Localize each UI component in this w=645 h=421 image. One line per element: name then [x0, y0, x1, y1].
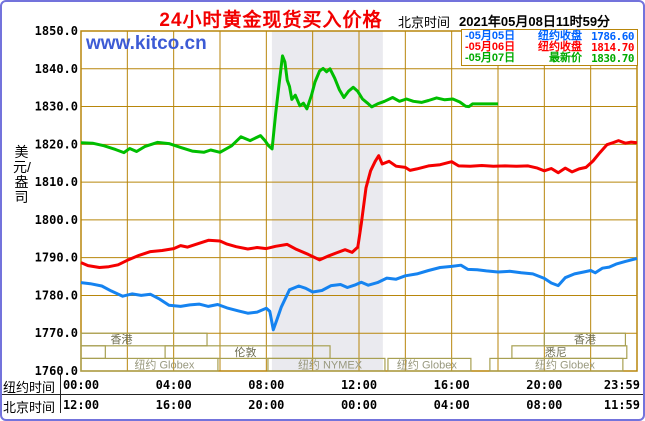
x-tick-label: 16:00 — [156, 398, 192, 412]
x-tick-label: 12:00 — [63, 398, 99, 412]
page-title: 24小时黄金现货买入价格 — [159, 10, 383, 31]
session-box — [80, 332, 208, 347]
x-tick-label: 04:00 — [434, 398, 470, 412]
beijing-time-row-label: 北京时间 — [3, 400, 56, 415]
legend-type-label: 最新价 — [549, 52, 582, 64]
legend-row-may05: -05月05日 纽约收盘 1786.60 — [465, 30, 635, 43]
y-tick-label: 1790.0 — [35, 251, 78, 265]
y-tick-label: 1770.0 — [35, 326, 78, 340]
y-tick-label: 1840.0 — [35, 62, 78, 76]
kitco-watermark: www.kitco.cn — [86, 33, 207, 54]
session-label: 纽约 Globex — [535, 357, 595, 371]
legend-type-label: 纽约收盘 — [538, 41, 582, 53]
legend-value: 1814.70 — [591, 41, 634, 54]
legend-date-label: -05月05日 — [465, 30, 516, 42]
x-tick-label: 04:00 — [156, 378, 192, 392]
session-label: 香港 — [574, 333, 596, 346]
session-box — [511, 345, 628, 360]
session-box — [80, 345, 106, 360]
legend-type-label: 纽约收盘 — [538, 30, 582, 42]
session-box — [387, 357, 472, 372]
x-tick-label: 00:00 — [341, 398, 377, 412]
session-label: 香港 — [111, 333, 133, 346]
session-label: 纽约 Globex — [134, 357, 194, 371]
legend-box: -05月05日 纽约收盘 1786.60 -05月06日 纽约收盘 1814.7… — [461, 29, 638, 66]
price-line-05月05日 — [80, 256, 638, 332]
legend-value: 1786.60 — [591, 30, 634, 43]
y-tick-label: 1800.0 — [35, 213, 78, 227]
x-tick-label: 20:00 — [248, 398, 284, 412]
price-line-05月07日 — [80, 54, 498, 155]
x-tick-label: 16:00 — [434, 378, 470, 392]
session-label: 纽约 Globex — [397, 357, 457, 371]
beijing-time-label: 北京时间 — [398, 15, 451, 30]
legend-value: 1830.70 — [591, 52, 634, 65]
price-line-05月06日 — [80, 139, 638, 269]
x-tick-label: 12:00 — [341, 378, 377, 392]
session-label: 纽约 NYMEX — [298, 357, 363, 371]
legend-row-may06: -05月06日 纽约收盘 1814.70 — [465, 41, 635, 54]
session-box — [164, 345, 331, 360]
legend-date-label: -05月06日 — [465, 41, 516, 53]
y-tick-label: 1780.0 — [35, 288, 78, 302]
datetime-text: 2021年05月08日11时59分 — [459, 14, 611, 29]
session-box — [267, 357, 386, 372]
session-label: 悉尼 — [545, 346, 567, 359]
y-tick-label: 1810.0 — [35, 175, 78, 189]
y-tick-label: 1830.0 — [35, 100, 78, 114]
y-axis-unit-label: 美元/盎司 — [13, 144, 31, 205]
x-tick-label: 23:59 — [604, 378, 640, 392]
y-tick-label: 1820.0 — [35, 137, 78, 151]
y-tick-label: 1850.0 — [35, 24, 78, 38]
x-tick-label: 08:00 — [248, 378, 284, 392]
legend-date-label: -05月07日 — [465, 52, 516, 64]
session-box — [489, 357, 624, 372]
ny-time-row-label: 纽约时间 — [3, 380, 56, 395]
legend-row-may07: -05月07日 最新价 1830.70 — [465, 52, 635, 65]
x-tick-label: 11:59 — [604, 398, 640, 412]
x-tick-label: 20:00 — [526, 378, 562, 392]
session-label: 伦敦 — [234, 345, 256, 359]
x-tick-label: 00:00 — [63, 378, 99, 392]
session-box — [80, 357, 219, 372]
x-tick-label: 08:00 — [526, 398, 562, 412]
y-tick-label: 1760.0 — [35, 364, 78, 378]
